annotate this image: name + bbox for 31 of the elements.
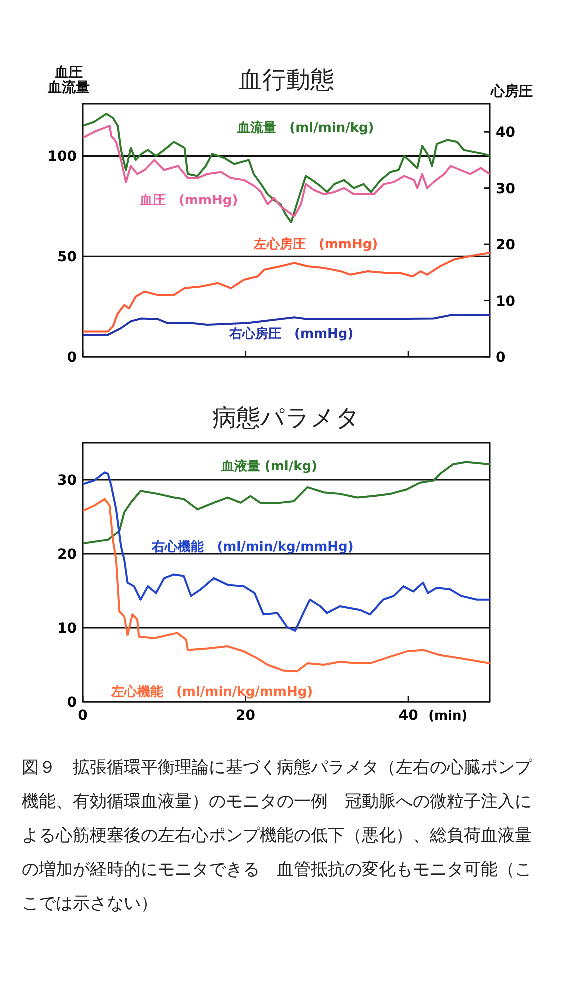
y-tick-label: 10 bbox=[58, 621, 78, 637]
series-label: 左心房圧 (mmHg) bbox=[252, 236, 378, 252]
x-tick-label: 20 bbox=[236, 708, 256, 724]
y2-tick-label: 40 bbox=[496, 125, 516, 142]
y2-axis-title: 心房圧 bbox=[490, 83, 533, 100]
y-tick-label: 0 bbox=[67, 695, 78, 711]
y-tick-label: 50 bbox=[58, 250, 78, 266]
y-tick-label: 20 bbox=[58, 547, 78, 563]
y-tick-label: 30 bbox=[58, 473, 78, 489]
x-tick-label: 40 bbox=[398, 708, 419, 724]
y-axis-title: 血圧血流量 bbox=[47, 65, 90, 96]
y2-tick-label: 10 bbox=[496, 294, 516, 310]
y2-tick-label: 30 bbox=[496, 181, 516, 198]
series-label: 左心機能 (ml/min/kg/mmHg) bbox=[110, 684, 314, 700]
x-axis-title: (min) bbox=[428, 709, 468, 724]
series-label: 血流量 (ml/min/kg) bbox=[236, 120, 374, 136]
chart-title: 血行動態 bbox=[238, 66, 334, 94]
text: 右心機能 (ml/min/kg/mmHg) bbox=[151, 539, 354, 556]
caption: 図９ 拡張循環平衡理論に基づく病態パラメタ（左右の心臓ポンプ機能、有効循環血液量）のモニタの一例 冠動脈への微粒子注入による心筋梗塞後の左右心ポンプ機能の低下（悪化）、総負荷血液量の増加が経時的にモニタできる 血管抵抗の変化もモニタ可能（ここでは示さない） bbox=[21, 757, 534, 916]
series-label: 右心房圧 (mmHg) bbox=[228, 326, 354, 342]
line-series bbox=[82, 498, 491, 673]
series-label: 血液量 (ml/kg) bbox=[220, 458, 318, 474]
y2-tick-label: 20 bbox=[496, 238, 516, 254]
y-tick-label: 0 bbox=[67, 350, 78, 366]
chart-title: 病態パラメタ bbox=[212, 404, 360, 432]
line-series bbox=[82, 113, 491, 224]
y2-tick-label: 0 bbox=[496, 350, 506, 366]
x-tick-label: 0 bbox=[78, 708, 88, 724]
line-series bbox=[82, 472, 491, 632]
series-label: 血圧 (mmHg) bbox=[138, 193, 238, 208]
y-tick-label: 100 bbox=[48, 149, 78, 166]
